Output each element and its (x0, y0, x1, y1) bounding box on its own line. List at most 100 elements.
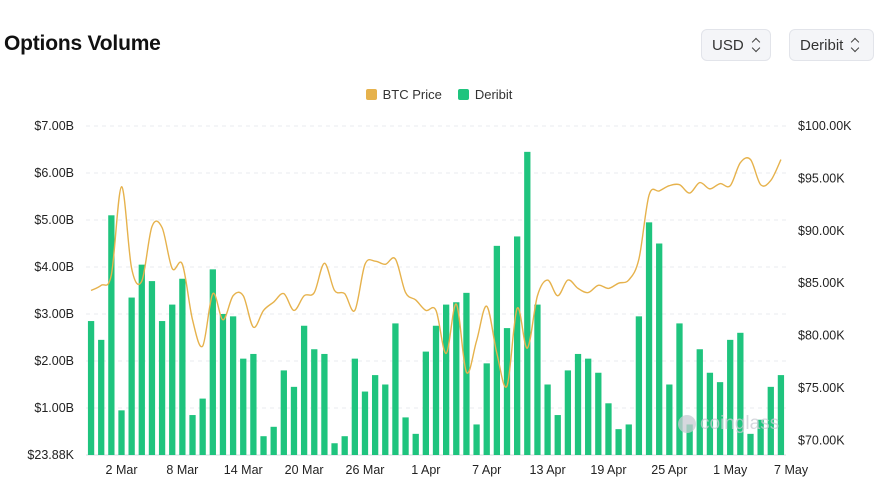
volume-bar (300, 325, 308, 455)
volume-bar (148, 281, 156, 455)
coinglass-logo-icon (678, 415, 696, 433)
volume-bar (514, 236, 521, 455)
page-title: Options Volume (4, 32, 161, 55)
exchange-select-value: Deribit (800, 36, 844, 54)
volume-bar (290, 386, 298, 455)
y-right-tick-label: $75.00K (798, 381, 845, 395)
volume-bar (351, 358, 358, 455)
volume-bar (747, 433, 754, 455)
volume-bar (615, 429, 622, 455)
volume-bar (595, 372, 602, 455)
volume-bar (463, 292, 470, 455)
volume-bar (209, 269, 216, 455)
volume-bar (554, 415, 561, 455)
watermark-text: coinglass (700, 413, 780, 434)
volume-bar (382, 384, 389, 455)
volume-bar (716, 382, 724, 455)
volume-bar (412, 433, 419, 455)
volume-bar (453, 302, 460, 455)
volume-bar (98, 339, 105, 455)
exchange-select[interactable]: Deribit (789, 29, 874, 61)
volume-bar (361, 391, 369, 455)
y-left-tick-label: $7.00B (34, 119, 74, 133)
x-tick-label: 2 Mar (106, 463, 138, 477)
volume-bar (240, 358, 247, 455)
x-tick-label: 19 Apr (590, 463, 626, 477)
volume-bar (280, 370, 287, 455)
x-tick-label: 25 Apr (651, 463, 687, 477)
volume-bar (574, 353, 582, 455)
volume-bar (727, 339, 734, 455)
volume-bar (270, 426, 277, 455)
chart-legend: BTC Price Deribit (0, 87, 878, 102)
volume-bar (341, 436, 348, 455)
volume-bar (402, 417, 409, 455)
volume-bar (87, 321, 95, 455)
volume-bar (524, 151, 531, 455)
volume-bar (169, 304, 176, 455)
volume-bar (392, 323, 399, 455)
legend-label-btc-price: BTC Price (382, 87, 442, 102)
volume-bar (138, 264, 145, 455)
x-tick-label: 7 Apr (472, 463, 501, 477)
volume-bar (585, 358, 592, 455)
volume-bar (777, 375, 785, 455)
volume-bar (371, 375, 379, 455)
y-right-tick-label: $70.00K (798, 433, 845, 447)
volume-bar (503, 328, 511, 455)
volume-bar (473, 424, 480, 455)
x-tick-label: 1 May (713, 463, 748, 477)
legend-swatch-btc-price (365, 89, 377, 100)
x-tick-label: 13 Apr (530, 463, 566, 477)
y-left-tick-label: $5.00B (34, 213, 74, 227)
volume-bar (108, 215, 115, 455)
currency-select[interactable]: USD (701, 29, 771, 61)
volume-bar (158, 321, 166, 455)
volume-bar (696, 349, 703, 455)
volume-bar (625, 424, 632, 455)
volume-bar (179, 278, 186, 455)
legend-swatch-deribit (457, 89, 469, 100)
x-tick-label: 20 Mar (285, 463, 324, 477)
x-tick-label: 7 May (774, 463, 809, 477)
y-left-tick-label: $4.00B (34, 260, 74, 274)
volume-bar (321, 353, 328, 455)
volume-bar (311, 349, 318, 455)
volume-bar (483, 363, 490, 455)
volume-bar (199, 398, 206, 455)
legend-item-deribit[interactable]: Deribit (457, 87, 512, 102)
volume-bar (757, 419, 764, 455)
watermark: coinglass (678, 413, 779, 435)
volume-bar (706, 372, 714, 455)
volume-bar (534, 304, 541, 455)
y-left-tick-label: $1.00B (34, 401, 74, 415)
volume-bar (676, 323, 683, 455)
x-tick-label: 1 Apr (411, 463, 440, 477)
y-right-tick-label: $95.00K (798, 171, 845, 185)
y-right-tick-label: $80.00K (798, 329, 845, 343)
volume-bar (331, 443, 338, 455)
volume-bar (767, 386, 774, 455)
volume-bar (432, 325, 440, 455)
volume-bar (645, 222, 653, 455)
btc-price-line (90, 157, 782, 388)
y-left-tick-label: $2.00B (34, 354, 74, 368)
legend-item-btc-price[interactable]: BTC Price (365, 87, 442, 102)
y-left-tick-label: $23.88K (27, 448, 74, 462)
volume-bar (229, 316, 237, 455)
volume-bar (219, 314, 227, 455)
volume-bar (422, 351, 429, 455)
x-tick-label: 8 Mar (166, 463, 198, 477)
volume-bar (443, 304, 450, 455)
volume-bar (189, 415, 196, 455)
y-right-tick-label: $85.00K (798, 276, 845, 290)
volume-bar (250, 353, 257, 455)
x-tick-label: 26 Mar (346, 463, 385, 477)
y-left-tick-label: $6.00B (34, 166, 74, 180)
y-right-tick-label: $100.00K (798, 119, 852, 133)
y-right-tick-label: $90.00K (798, 224, 845, 238)
volume-bar (686, 424, 693, 455)
volume-bar (260, 436, 267, 455)
volume-bar (635, 316, 643, 455)
